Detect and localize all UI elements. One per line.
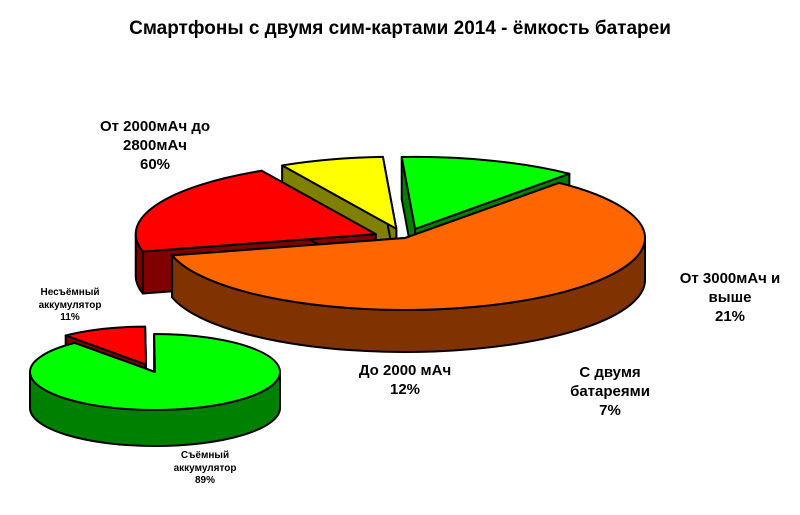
main-pie-slice-3-top	[400, 155, 571, 230]
main-pie-slice-2-top	[281, 155, 398, 230]
label-2000-2800: От 2000мАч до 2800мАч 60%	[99, 118, 211, 173]
chart-title: Смартфоны с двумя сим-картами 2014 - ёмк…	[129, 18, 671, 39]
main-pie-slice-1-top	[134, 169, 377, 253]
label-3000-plus: От 3000мАч и выше 21%	[679, 270, 781, 325]
label-non-removable: Несъёмный аккумулятор 11%	[38, 287, 102, 323]
battery-pie-slice-0-top	[64, 325, 148, 366]
battery-pie-slice-1-top	[29, 333, 281, 411]
label-removable: Съёмный аккумулятор 89%	[173, 450, 237, 486]
label-under-2000: До 2000 мАч 12%	[358, 362, 452, 398]
main-pie-slice-0-top	[171, 181, 646, 312]
label-two-batteries: С двумя батареями 7%	[570, 364, 650, 419]
